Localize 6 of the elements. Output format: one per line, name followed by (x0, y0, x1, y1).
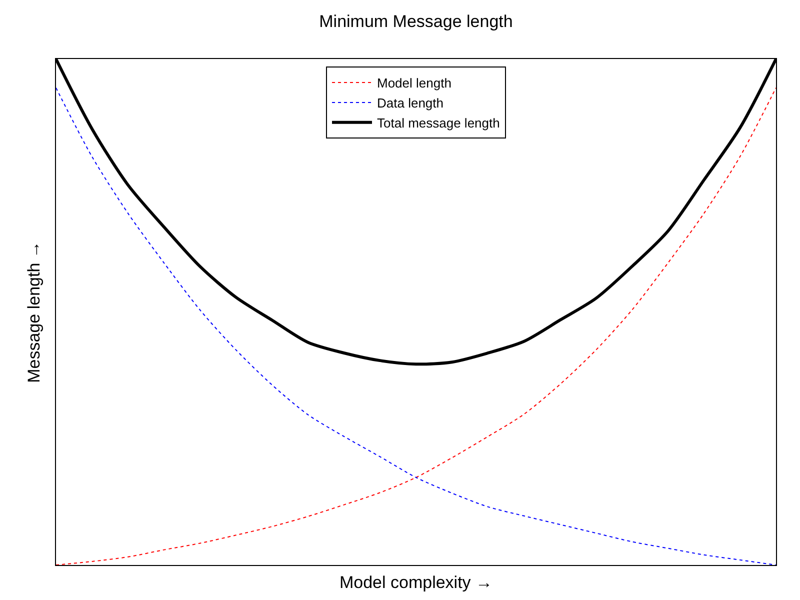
y-axis-title: Message length → (24, 241, 44, 383)
chart-title: Minimum Message length (319, 12, 513, 31)
legend-label: Data length (377, 96, 444, 111)
legend-label: Model length (377, 76, 452, 91)
legend-label: Total message length (377, 115, 500, 130)
x-axis-title: Model complexity → (339, 573, 493, 592)
